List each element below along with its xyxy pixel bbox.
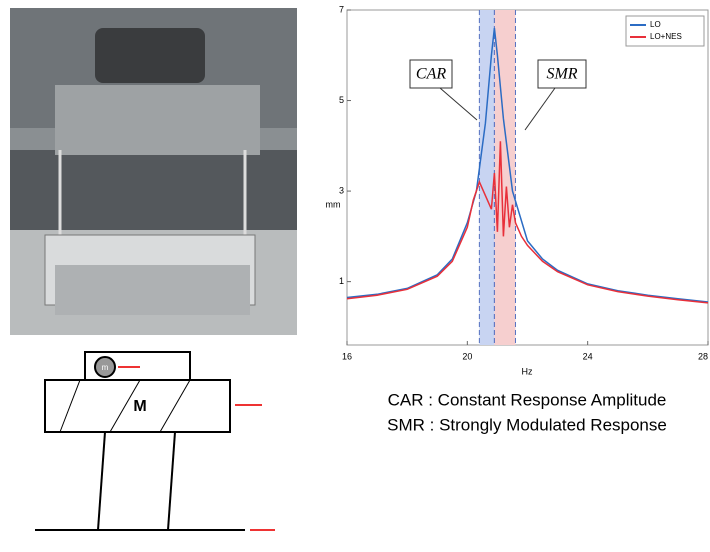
x-tick-label: 16 <box>342 351 352 361</box>
nes-label: m <box>102 363 109 372</box>
y-axis-label: mm <box>326 199 341 209</box>
photo <box>10 8 297 335</box>
legend-label: LO+NES <box>650 32 682 41</box>
x-axis-label: Hz <box>522 366 533 376</box>
chart: 16 20 24 28 1 3 5 7 LO LO+NES <box>339 4 709 361</box>
y-tick-label: 1 <box>339 276 344 286</box>
legend-label: LO <box>650 20 661 29</box>
line <box>346 28 709 303</box>
y-tick-label: 3 <box>339 185 344 195</box>
mass-label: M <box>133 398 146 415</box>
y-tick-label: 5 <box>339 95 344 105</box>
annotation: CAR <box>416 66 446 83</box>
annotation-arrow <box>524 87 556 131</box>
annotation-box <box>537 59 587 89</box>
y-tick-label: 7 <box>339 4 344 14</box>
region <box>479 10 495 345</box>
schematic <box>35 351 275 531</box>
annotation-box <box>409 59 453 89</box>
annotation-arrow <box>439 87 478 121</box>
note: SMR : Strongly Modulated Response <box>387 415 667 434</box>
x-tick-label: 24 <box>583 351 593 361</box>
x-tick-label: 20 <box>462 351 472 361</box>
legend-box <box>625 15 705 47</box>
region <box>494 10 516 345</box>
annotation: SMR <box>546 66 577 83</box>
plot-area <box>346 9 709 346</box>
note: CAR : Constant Response Amplitude <box>388 390 667 409</box>
line <box>346 141 709 304</box>
x-tick-label: 28 <box>698 351 708 361</box>
